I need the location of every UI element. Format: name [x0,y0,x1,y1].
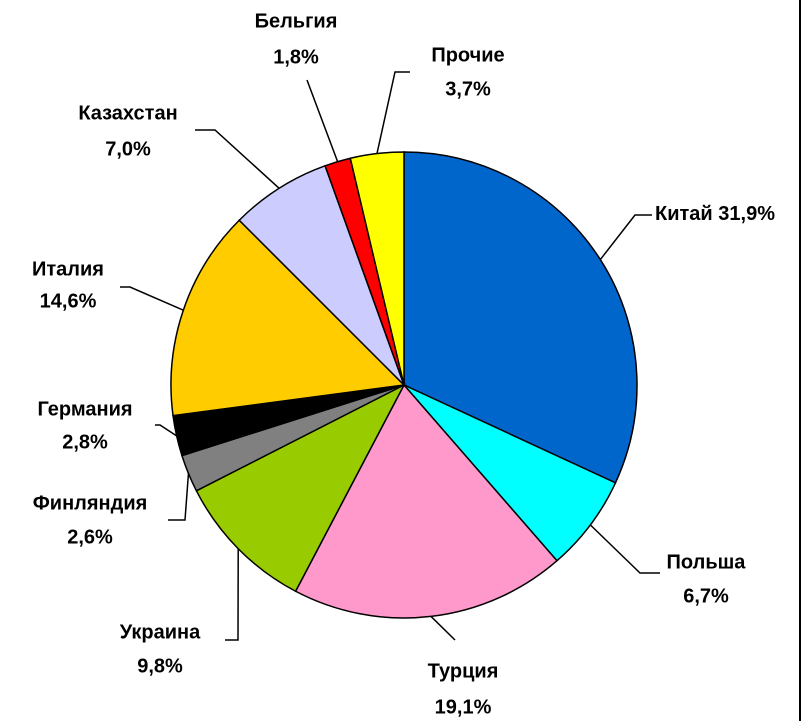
category-label: Италия [32,258,104,280]
leader-line [306,79,339,162]
value-label: 19,1% [435,696,492,718]
category-label: Польша [667,551,747,573]
leader-line [155,424,178,437]
value-label: 6,7% [683,585,729,607]
category-label: Финляндия [33,492,148,514]
value-label: 3,7% [445,78,491,100]
leader-line [376,71,410,154]
leader-line [168,473,190,521]
category-label: Украина [120,621,201,643]
pie-slice [403,151,638,484]
category-label: Бельгия [255,10,338,32]
value-label: 2,6% [67,526,113,548]
slice-label: Китай 31,9% [655,203,775,225]
category-label: Китай [655,203,713,225]
leader-line [430,615,456,641]
leader-line [589,524,660,574]
category-label: Германия [37,398,132,420]
leader-line [120,286,184,311]
value-label: 31,9% [718,203,775,225]
leader-line [195,129,280,189]
pie-slice [238,164,405,386]
value-label: 2,8% [62,431,108,453]
category-label: Прочие [431,44,504,66]
value-label: 7,0% [105,138,151,160]
pie-slice [349,151,405,386]
category-label: Турция [428,660,499,682]
pie-slice [294,383,559,619]
value-label: 1,8% [273,46,319,68]
value-label: 9,8% [137,655,183,677]
leader-line [599,214,652,260]
value-label: 14,6% [40,290,97,312]
category-label: Казахстан [78,102,177,124]
pie-slice [170,219,406,417]
leader-line [225,548,239,641]
